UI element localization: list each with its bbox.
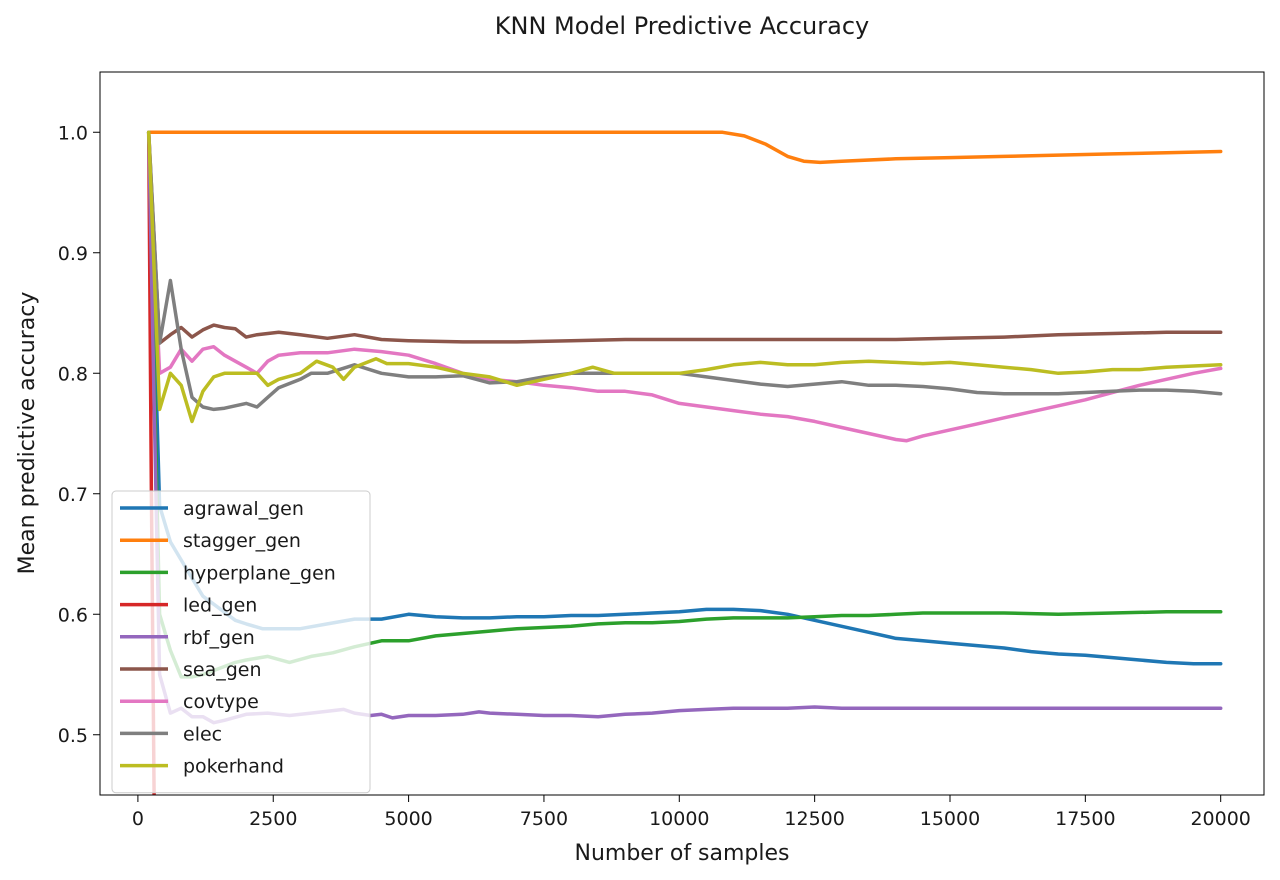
legend-label-stagger_gen: stagger_gen [183, 530, 301, 552]
plot-frame [99, 71, 1265, 796]
legend-label-rbf_gen: rbf_gen [183, 627, 255, 649]
x-tick-label: 7500 [520, 808, 568, 830]
legend-label-pokerhand: pokerhand [183, 756, 284, 778]
x-tick-label: 5000 [384, 808, 432, 830]
legend: agrawal_gen stagger_gen hyperplane_gen led_… [111, 490, 371, 794]
legend-label-led_gen: led_gen [183, 595, 257, 617]
x-tick-label: 12500 [784, 808, 844, 830]
x-tick-label: 17500 [1055, 808, 1115, 830]
legend-label-sea_gen: sea_gen [183, 659, 262, 681]
legend-label-hyperplane_gen: hyperplane_gen [183, 562, 336, 584]
y-tick-label: 0.7 [58, 484, 88, 506]
series-line-stagger_gen [146, 130, 1223, 165]
series-line-pokerhand [146, 130, 1223, 424]
y-tick-label: 0.6 [58, 604, 88, 626]
legend-label-covtype: covtype [183, 691, 259, 713]
y-tick-label: 0.5 [58, 725, 88, 747]
x-axis-ticks: 0 2500 5000 7500 10000 12500 15000 17500 20000 [132, 795, 1251, 830]
y-axis-title: Mean predictive accuracy [15, 292, 40, 575]
x-tick-label: 2500 [249, 808, 297, 830]
x-axis-title: Number of samples [574, 841, 789, 866]
y-tick-label: 0.8 [58, 363, 88, 385]
legend-label-agrawal_gen: agrawal_gen [183, 498, 304, 520]
y-tick-label: 0.9 [58, 243, 88, 265]
legend-label-elec: elec [183, 723, 222, 745]
y-tick-label: 1.0 [58, 122, 88, 144]
legend-box [111, 490, 371, 794]
series-line-elec [146, 130, 1223, 412]
x-tick-label: 15000 [920, 808, 980, 830]
series-line-sea_gen [146, 130, 1223, 345]
chart-title: KNN Model Predictive Accuracy [495, 12, 869, 40]
y-axis-ticks: 0.5 0.6 0.7 0.8 0.9 1.0 [58, 122, 100, 747]
x-tick-label: 20000 [1190, 808, 1250, 830]
series-line-covtype [146, 130, 1223, 443]
x-tick-label: 10000 [649, 808, 709, 830]
x-tick-label: 0 [132, 808, 144, 830]
